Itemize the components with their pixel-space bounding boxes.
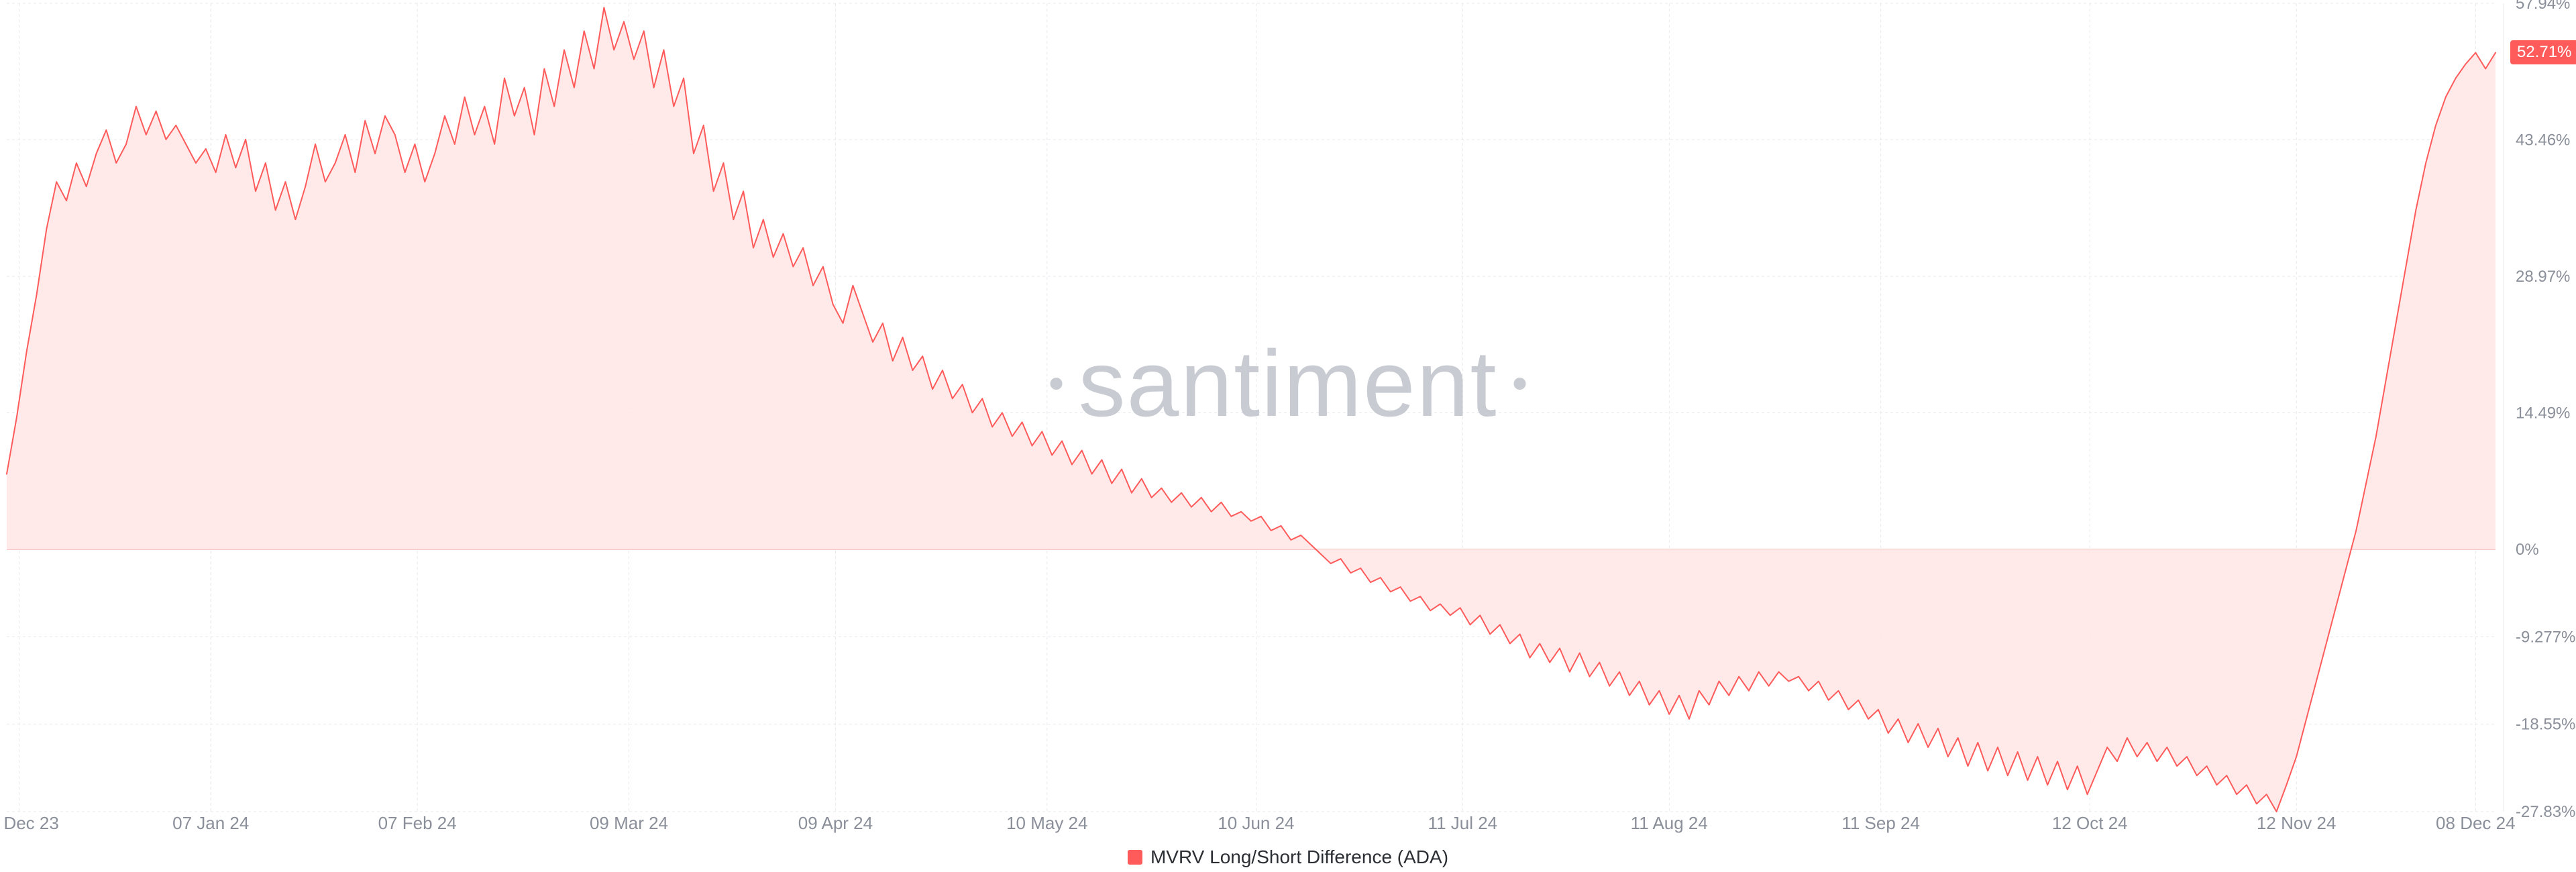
x-axis-label: 12 Oct 24 (2052, 813, 2128, 833)
legend-label: MVRV Long/Short Difference (ADA) (1150, 847, 1448, 868)
y-axis-label: 0% (2516, 541, 2539, 559)
x-axis-label: 11 Sep 24 (1841, 813, 1920, 833)
y-axis-label: 14.49% (2516, 404, 2570, 422)
series-area (7, 7, 2496, 812)
x-axis-label: 07 Jan 24 (172, 813, 249, 833)
y-axis-label: -18.55% (2516, 716, 2575, 734)
x-axis-label: 07 Feb 24 (378, 813, 457, 833)
x-axis-label: 09 Apr 24 (798, 813, 873, 833)
x-axis-label: 09 Mar 24 (590, 813, 668, 833)
x-axis-label: 08 Dec 24 (2436, 813, 2516, 833)
x-axis-label: 10 Jun 24 (1218, 813, 1294, 833)
y-axis-label: -27.83% (2516, 803, 2575, 821)
y-axis-label: 28.97% (2516, 268, 2570, 286)
x-axis-label: 12 Nov 24 (2257, 813, 2337, 833)
y-axis-label: 43.46% (2516, 131, 2570, 149)
current-value-label: 52.71% (2517, 43, 2571, 61)
x-axis-label: 11 Aug 24 (1631, 813, 1708, 833)
x-axis-label: 11 Jul 24 (1428, 813, 1498, 833)
chart-svg: 57.94% 43.46% 28.97% 14.49% 0% -9.277% -18.55%… (0, 0, 2576, 872)
x-axis-label: 10 May 24 (1006, 813, 1087, 833)
y-axis-label: 57.94% (2516, 0, 2570, 13)
x-axis-label: 07 Dec 23 (0, 813, 59, 833)
chart-container: 57.94% 43.46% 28.97% 14.49% 0% -9.277% -18.55%… (0, 0, 2576, 872)
y-axis-label: -9.277% (2516, 628, 2575, 646)
legend[interactable]: MVRV Long/Short Difference (ADA) (1128, 847, 1448, 868)
legend-swatch (1128, 850, 1142, 865)
current-value-badge: 52.71% (2510, 40, 2576, 64)
